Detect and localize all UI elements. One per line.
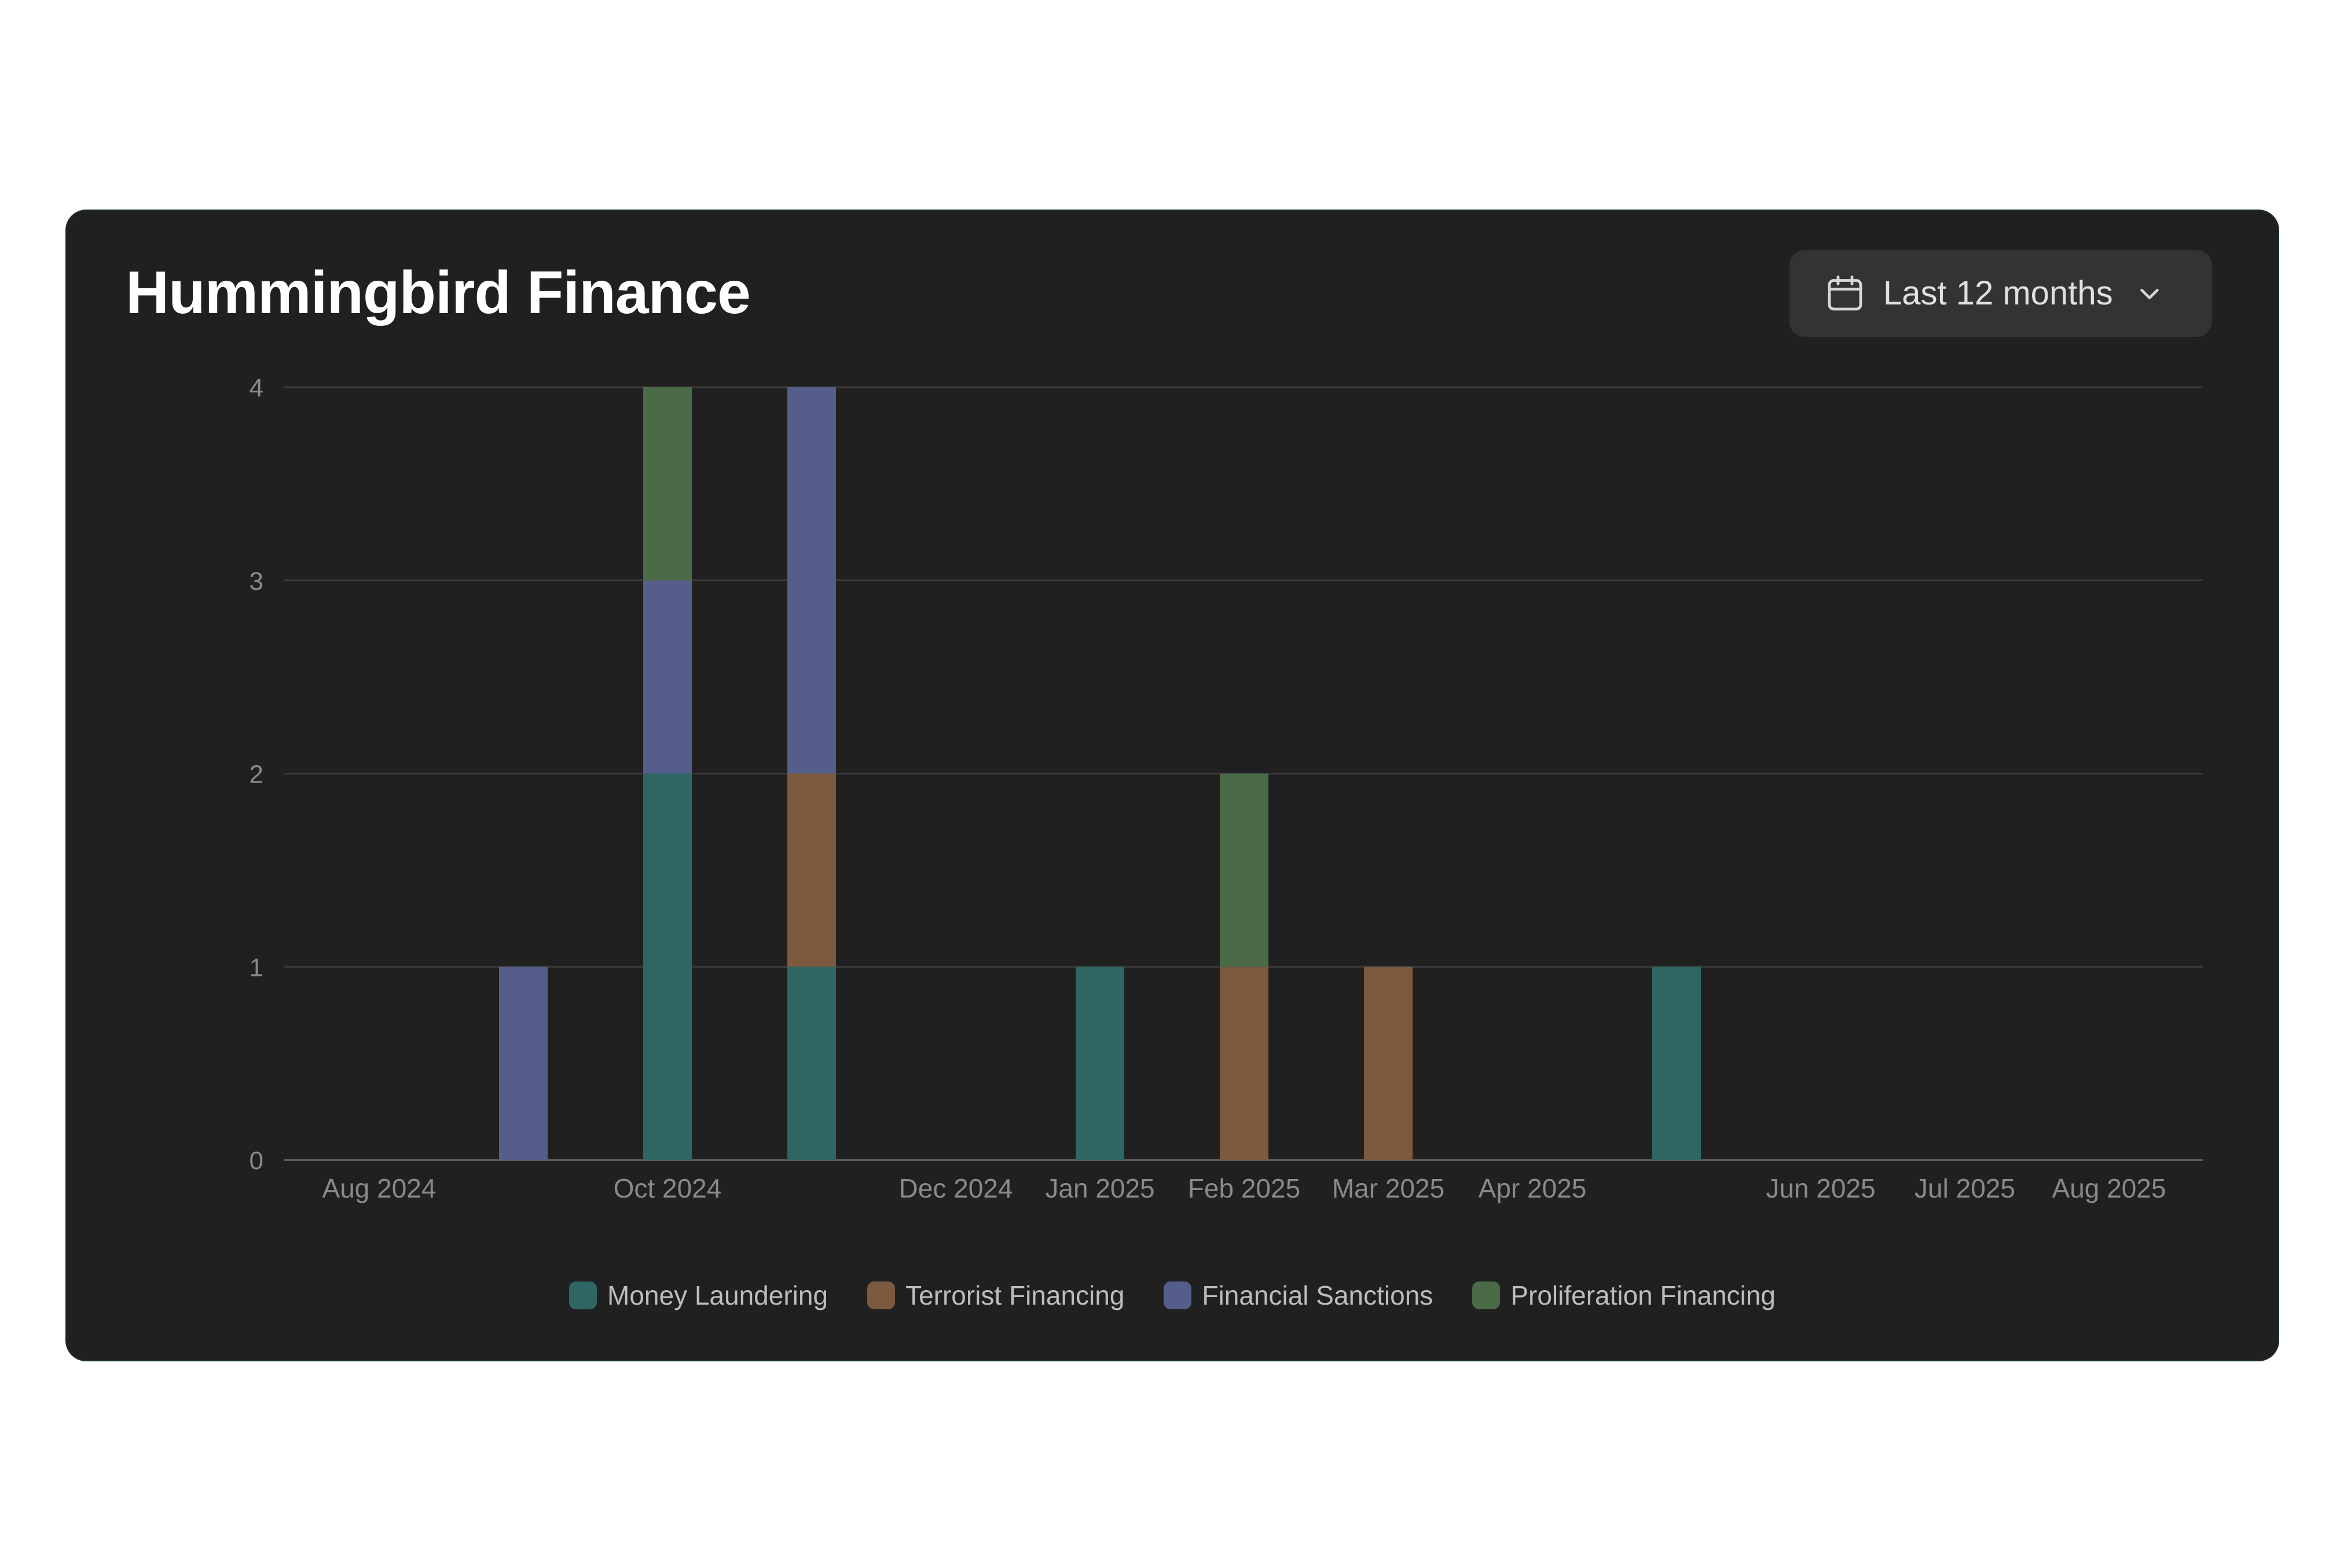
x-tick-label: Aug 2024 (322, 1173, 437, 1203)
legend-label: Money Laundering (607, 1280, 828, 1310)
x-tick-label: Feb 2025 (1188, 1173, 1300, 1203)
legend-swatch (1472, 1281, 1501, 1309)
bar-segment (643, 773, 692, 1160)
bar-segment (1652, 967, 1701, 1160)
legend-item: Proliferation Financing (1472, 1281, 1776, 1309)
legend-swatch (867, 1281, 896, 1309)
legend-item: Financial Sanctions (1164, 1281, 1433, 1309)
bar-segment (1076, 967, 1124, 1160)
x-tick-label: Jan 2025 (1045, 1173, 1154, 1203)
legend-item: Terrorist Financing (867, 1281, 1124, 1309)
date-range-selector[interactable]: Last 12 months (1789, 250, 2212, 337)
x-tick-label: Dec 2024 (899, 1173, 1013, 1203)
x-tick-label: Jun 2025 (1766, 1173, 1875, 1203)
y-tick-label: 0 (250, 1147, 263, 1175)
x-tick-label: Aug 2025 (2052, 1173, 2166, 1203)
stacked-bar-chart: 0 1 2 3 4 Aug 2024 Oct 2024 Dec 2024 Jan 2025 Feb… (250, 374, 2203, 1203)
bar-segment (787, 773, 836, 967)
bar-segment (643, 580, 692, 774)
legend-label: Terrorist Financing (905, 1280, 1125, 1310)
date-range-label: Last 12 months (1883, 274, 2113, 312)
chart-card: Hummingbird Finance Last 12 months 0 1 2 3 4… (67, 211, 2278, 1360)
x-tick-label: Oct 2024 (614, 1173, 722, 1203)
card-title: Hummingbird Finance (126, 259, 751, 326)
y-tick-label: 4 (250, 374, 263, 402)
bar-segment (1364, 967, 1413, 1160)
y-tick-label: 1 (250, 953, 263, 982)
y-tick-label: 2 (250, 761, 263, 789)
x-tick-label: Jul 2025 (1914, 1173, 2015, 1203)
legend-item: Money Laundering (569, 1281, 828, 1309)
calendar-icon (1828, 276, 1862, 311)
legend-label: Financial Sanctions (1202, 1280, 1433, 1310)
bar-segment (643, 387, 692, 581)
bar-segment (1220, 967, 1268, 1160)
legend-label: Proliferation Financing (1510, 1280, 1776, 1310)
x-tick-label: Apr 2025 (1479, 1173, 1587, 1203)
x-tick-label: Mar 2025 (1332, 1173, 1444, 1203)
legend-swatch (1164, 1281, 1192, 1309)
chart-legend: Money Laundering Terrorist Financing Finan… (67, 1281, 2278, 1309)
bar-segment (1220, 773, 1268, 967)
legend-swatch (569, 1281, 597, 1309)
bar-segment (787, 967, 836, 1160)
y-tick-label: 3 (250, 567, 263, 596)
bar-segment (787, 387, 836, 774)
bar-segment (499, 967, 548, 1160)
chevron-down-icon (2140, 288, 2159, 299)
